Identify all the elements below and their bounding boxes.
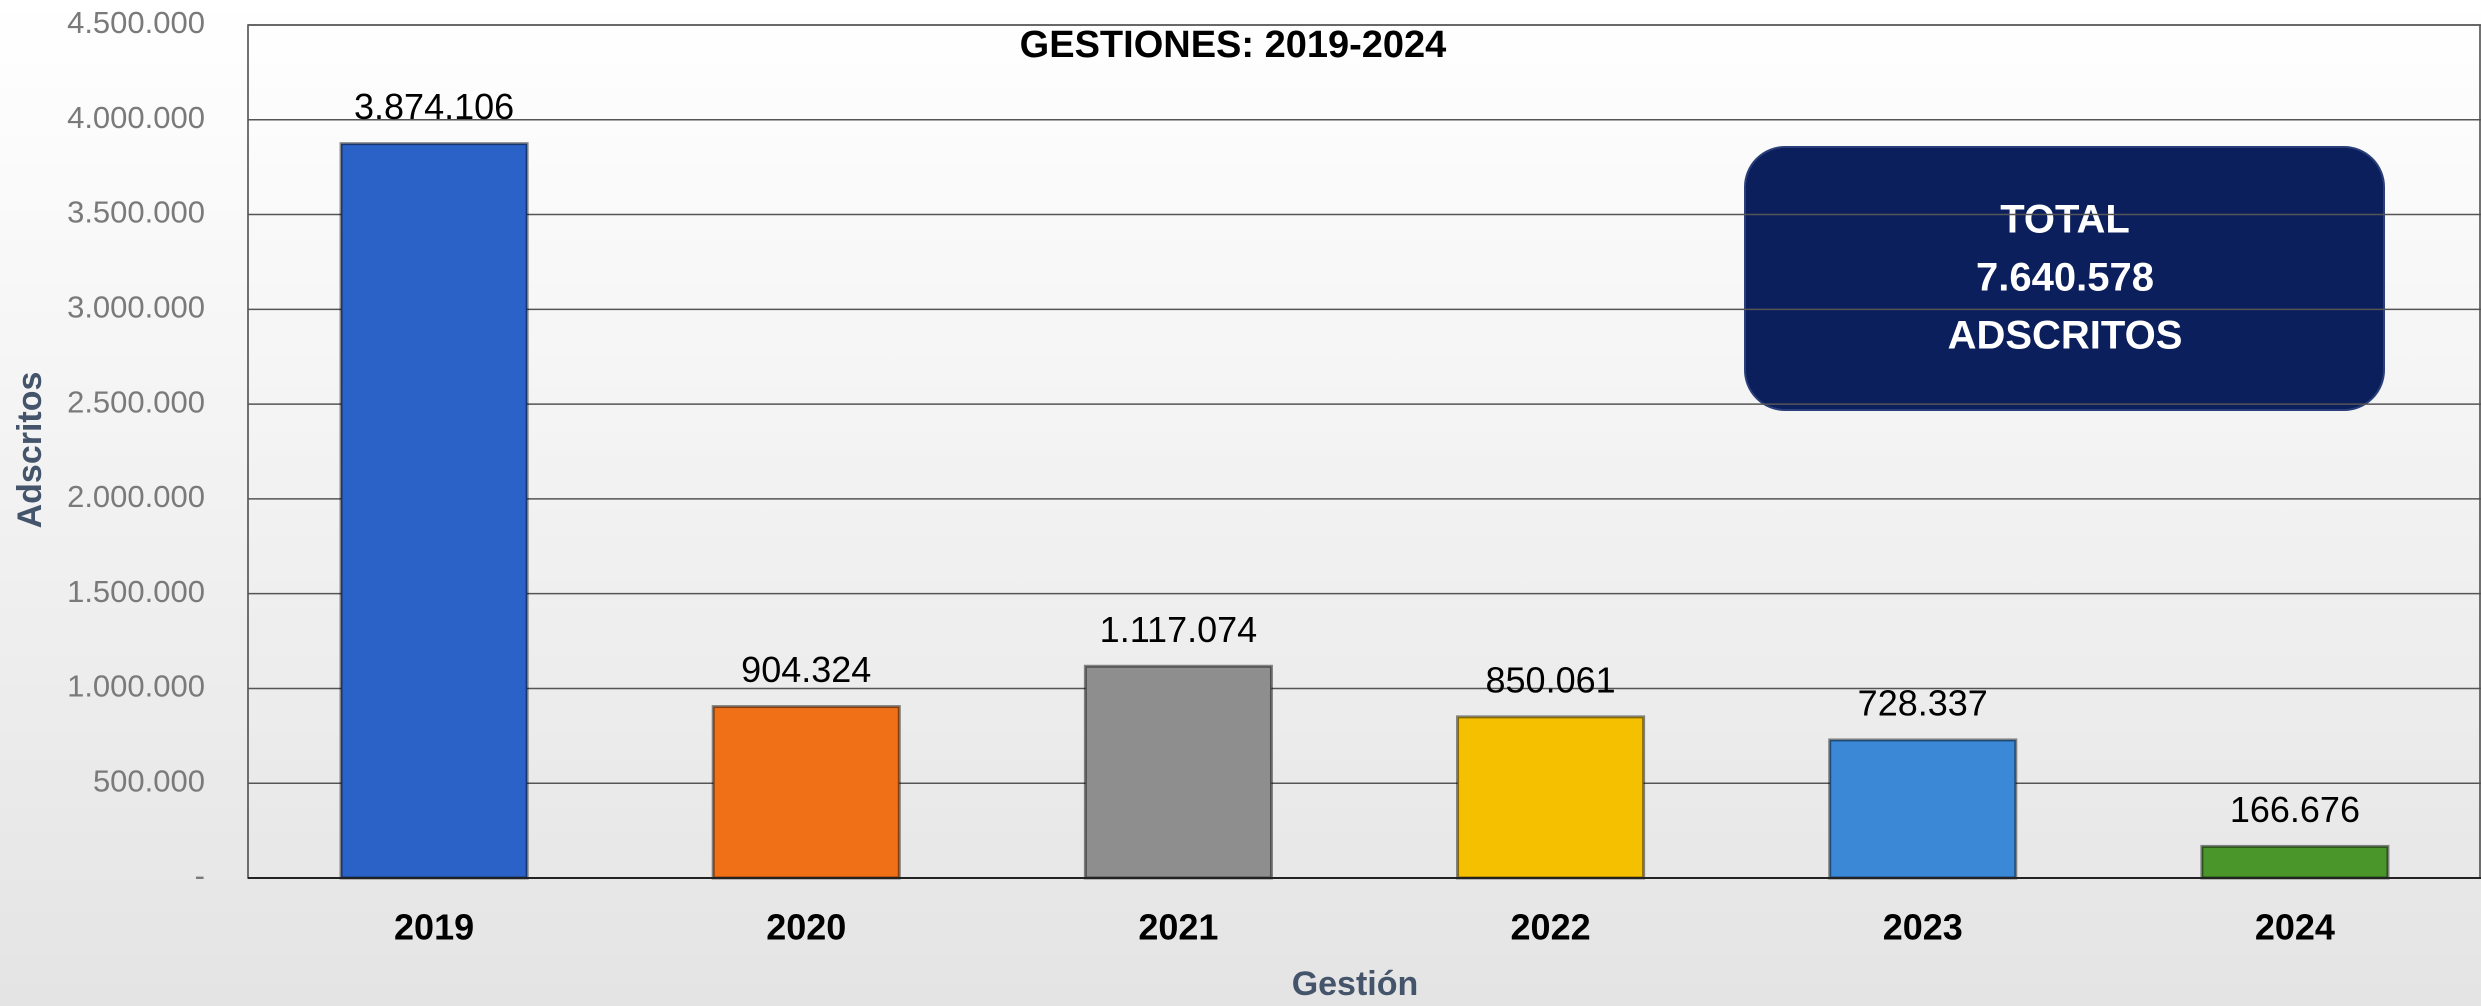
y-axis-label: Adscritos — [11, 372, 49, 529]
y-tick-label: 2.000.000 — [67, 479, 205, 514]
y-tick-label: 3.000.000 — [67, 290, 205, 325]
y-tick-label: 500.000 — [93, 763, 205, 798]
total-label: TOTAL — [2000, 198, 2130, 242]
y-tick-label: 1.000.000 — [67, 669, 205, 704]
value-label: 1.117.074 — [1100, 609, 1257, 650]
x-axis-label: Gestión — [1292, 965, 1419, 1003]
y-tick-label: 2.500.000 — [67, 384, 205, 419]
chart-title: GESTIONES: 2019-2024 — [1020, 24, 1447, 66]
x-tick-label: 2023 — [1883, 907, 1963, 948]
total-box — [1744, 146, 2385, 411]
y-tick-label: 4.500.000 — [67, 5, 205, 40]
bar — [1083, 664, 1273, 880]
x-tick-label: 2024 — [2255, 907, 2335, 948]
x-tick-label: 2022 — [1511, 907, 1591, 948]
y-tick-label: 1.500.000 — [67, 574, 205, 609]
y-tick-label: 4.000.000 — [67, 100, 205, 135]
x-tick-label: 2021 — [1138, 907, 1218, 948]
bar — [339, 142, 529, 880]
y-tick-label: - — [195, 858, 205, 893]
total-unit: ADSCRITOS — [1948, 314, 2183, 358]
x-tick-label: 2020 — [766, 907, 846, 948]
value-label: 728.337 — [1858, 682, 1988, 723]
value-label: 166.676 — [2230, 789, 2360, 830]
x-tick-label: 2019 — [394, 907, 474, 948]
bar — [2200, 844, 2390, 880]
bar — [1828, 738, 2018, 880]
y-tick-label: 3.500.000 — [67, 195, 205, 230]
value-label: 904.324 — [741, 649, 871, 690]
value-label: 3.874.106 — [354, 86, 514, 127]
bar — [1456, 715, 1646, 880]
bar — [711, 705, 901, 880]
total-value: 7.640.578 — [1976, 256, 2154, 300]
value-label: 850.061 — [1486, 659, 1616, 700]
